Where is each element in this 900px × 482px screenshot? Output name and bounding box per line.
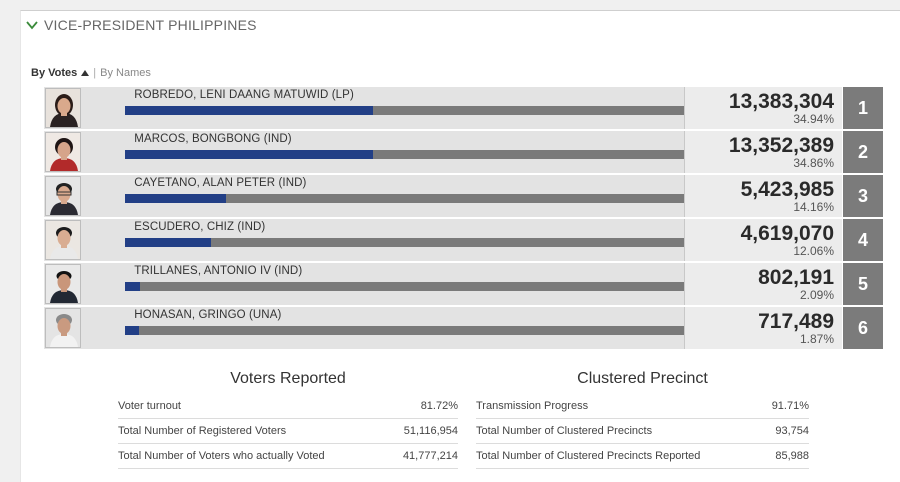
- candidate-main: CAYETANO, ALAN PETER (IND): [81, 175, 711, 217]
- candidate-votes: 5,423,985 14.16%: [683, 175, 843, 217]
- sort-separator: |: [93, 67, 97, 79]
- stats-value: 91.71%: [771, 400, 809, 412]
- rank-badge: 5: [842, 263, 884, 305]
- candidate-row[interactable]: CAYETANO, ALAN PETER (IND) 5,423,985 14.…: [44, 175, 884, 217]
- stats-value: 85,988: [775, 450, 809, 462]
- candidate-name: CAYETANO, ALAN PETER (IND): [134, 177, 307, 189]
- stats-value: 93,754: [775, 425, 809, 437]
- candidate-votes: 802,191 2.09%: [683, 263, 843, 305]
- candidate-name: TRILLANES, ANTONIO IV (IND): [134, 265, 303, 277]
- candidate-row[interactable]: ESCUDERO, CHIZ (IND) 4,619,070 12.06% 4: [44, 219, 884, 261]
- candidate-photo: [45, 308, 82, 348]
- stats-row: Total Number of Clustered Precincts 93,7…: [476, 419, 809, 444]
- section-title: VICE-PRESIDENT PHILIPPINES: [44, 17, 257, 33]
- vote-count: 717,489: [758, 310, 835, 333]
- vote-bar-fill: [125, 106, 374, 115]
- person-portrait-icon: [46, 309, 81, 347]
- candidate-name: ESCUDERO, CHIZ (IND): [134, 221, 266, 233]
- candidate-main: HONASAN, GRINGO (UNA): [81, 307, 711, 349]
- rank-badge: 4: [842, 219, 884, 261]
- vote-bar-track: [125, 238, 711, 247]
- vote-percent: 1.87%: [800, 332, 835, 346]
- candidate-photo: [45, 220, 82, 260]
- candidate-main: MARCOS, BONGBONG (IND): [81, 131, 711, 173]
- stats-value: 41,777,214: [402, 450, 458, 462]
- candidate-main: ESCUDERO, CHIZ (IND): [81, 219, 711, 261]
- stats-value: 81.72%: [420, 400, 458, 412]
- candidate-photo: [45, 132, 82, 172]
- stats-label: Total Number of Registered Voters: [118, 425, 287, 437]
- vote-percent: 2.09%: [800, 288, 835, 302]
- vote-percent: 12.06%: [793, 244, 835, 258]
- clustered-precinct-panel: Clustered Precinct Transmission Progress…: [476, 370, 809, 469]
- voters-reported-panel: Voters Reported Voter turnout 81.72% Tot…: [118, 370, 458, 469]
- candidate-name: MARCOS, BONGBONG (IND): [134, 133, 292, 145]
- vote-bar-fill: [125, 326, 139, 335]
- stats-value: 51,116,954: [403, 425, 458, 437]
- candidate-votes: 717,489 1.87%: [683, 307, 843, 349]
- rank-badge: 1: [842, 87, 884, 129]
- vote-count: 5,423,985: [740, 178, 835, 201]
- sort-by-votes[interactable]: By Votes: [31, 67, 90, 79]
- vote-count: 802,191: [758, 266, 835, 289]
- candidate-votes: 4,619,070 12.06%: [683, 219, 843, 261]
- vote-count: 13,352,389: [728, 134, 835, 157]
- rank-badge: 3: [842, 175, 884, 217]
- vote-percent: 34.94%: [793, 112, 835, 126]
- person-portrait-icon: [46, 133, 81, 171]
- candidate-main: TRILLANES, ANTONIO IV (IND): [81, 263, 711, 305]
- sort-asc-icon: [81, 70, 90, 76]
- vote-percent: 34.86%: [793, 156, 835, 170]
- vote-count: 4,619,070: [740, 222, 835, 245]
- person-portrait-icon: [46, 221, 81, 259]
- sort-by-names[interactable]: By Names: [100, 67, 151, 79]
- vote-bar-track: [125, 326, 711, 335]
- clustered-precinct-title: Clustered Precinct: [577, 370, 708, 387]
- stats-row: Voter turnout 81.72%: [118, 394, 458, 419]
- candidate-name: HONASAN, GRINGO (UNA): [134, 309, 282, 321]
- stats-label: Voter turnout: [118, 400, 181, 412]
- person-portrait-icon: [46, 265, 81, 303]
- stats-row: Total Number of Voters who actually Vote…: [118, 444, 458, 469]
- vote-bar-track: [125, 194, 711, 203]
- candidate-votes: 13,383,304 34.94%: [683, 87, 843, 129]
- stats-label: Total Number of Voters who actually Vote…: [118, 450, 325, 462]
- section-header[interactable]: VICE-PRESIDENT PHILIPPINES: [26, 15, 257, 35]
- voters-reported-title: Voters Reported: [230, 370, 346, 387]
- vote-count: 13,383,304: [728, 90, 835, 113]
- candidate-photo: [45, 176, 82, 216]
- candidate-list: ROBREDO, LENI DAANG MATUWID (LP) 13,383,…: [44, 87, 884, 351]
- stats-label: Transmission Progress: [476, 400, 589, 412]
- vote-percent: 14.16%: [793, 200, 835, 214]
- candidate-main: ROBREDO, LENI DAANG MATUWID (LP): [81, 87, 711, 129]
- vote-bar-track: [125, 150, 711, 159]
- vote-bar-fill: [125, 282, 141, 291]
- vote-bar-track: [125, 106, 711, 115]
- candidate-votes: 13,352,389 34.86%: [683, 131, 843, 173]
- candidate-photo: [45, 88, 82, 128]
- stats-label: Total Number of Clustered Precincts Repo…: [476, 450, 701, 462]
- stats-row: Total Number of Clustered Precincts Repo…: [476, 444, 809, 469]
- candidate-row[interactable]: TRILLANES, ANTONIO IV (IND) 802,191 2.09…: [44, 263, 884, 305]
- stats-label: Total Number of Clustered Precincts: [476, 425, 653, 437]
- vote-bar-fill: [125, 238, 211, 247]
- person-portrait-icon: [46, 89, 81, 127]
- candidate-row[interactable]: HONASAN, GRINGO (UNA) 717,489 1.87% 6: [44, 307, 884, 349]
- candidate-name: ROBREDO, LENI DAANG MATUWID (LP): [134, 89, 354, 101]
- candidate-row[interactable]: ROBREDO, LENI DAANG MATUWID (LP) 13,383,…: [44, 87, 884, 129]
- chevron-down-icon: [26, 21, 38, 30]
- rank-badge: 2: [842, 131, 884, 173]
- vote-bar-fill: [125, 150, 373, 159]
- vote-bar-track: [125, 282, 711, 291]
- stats-row: Transmission Progress 91.71%: [476, 394, 809, 419]
- candidate-photo: [45, 264, 82, 304]
- vote-bar-fill: [125, 194, 226, 203]
- sort-controls: By Votes | By Names: [31, 67, 151, 79]
- candidate-row[interactable]: MARCOS, BONGBONG (IND) 13,352,389 34.86%…: [44, 131, 884, 173]
- stats-row: Total Number of Registered Voters 51,116…: [118, 419, 458, 444]
- person-portrait-icon: [46, 177, 81, 215]
- rank-badge: 6: [842, 307, 884, 349]
